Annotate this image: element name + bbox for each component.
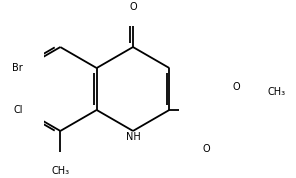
Text: O: O (202, 144, 210, 154)
Text: Br: Br (12, 63, 23, 73)
Text: CH₃: CH₃ (267, 87, 285, 97)
Text: O: O (233, 82, 240, 92)
Text: CH₃: CH₃ (51, 166, 69, 176)
Text: NH: NH (126, 132, 140, 142)
Text: O: O (129, 2, 137, 12)
Text: Cl: Cl (13, 105, 23, 115)
